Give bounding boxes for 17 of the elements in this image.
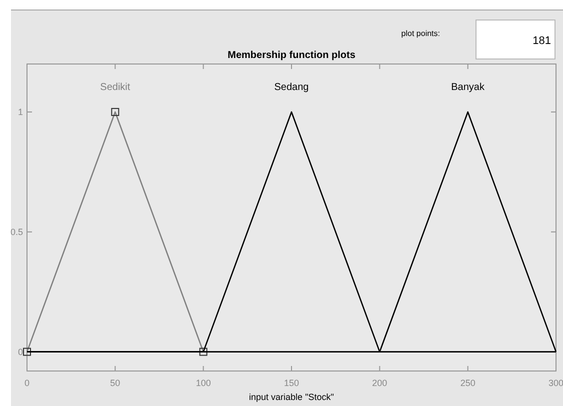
text: Banyak xyxy=(451,82,486,93)
y-tick-label: 1 xyxy=(18,106,23,117)
x-tick-label: 100 xyxy=(196,378,211,388)
x-tick-label: 150 xyxy=(284,378,300,388)
x-tick-label: 300 xyxy=(548,378,563,388)
x-tick-label: 200 xyxy=(372,378,388,388)
y-tick-label: 0.5 xyxy=(10,226,23,237)
chart-title: Membership function plots xyxy=(228,50,356,61)
series-label: Sedikit xyxy=(100,82,130,93)
x-tick-label: 50 xyxy=(110,378,120,388)
x-axis-title: input variable "Stock" xyxy=(249,392,334,402)
y-tick-label: 0 xyxy=(18,346,23,357)
text: Sedang xyxy=(274,82,309,93)
text: 181 xyxy=(532,35,551,47)
text: plot points: xyxy=(401,29,440,38)
x-tick-label: 250 xyxy=(460,378,476,388)
x-tick-label: 0 xyxy=(24,378,30,388)
